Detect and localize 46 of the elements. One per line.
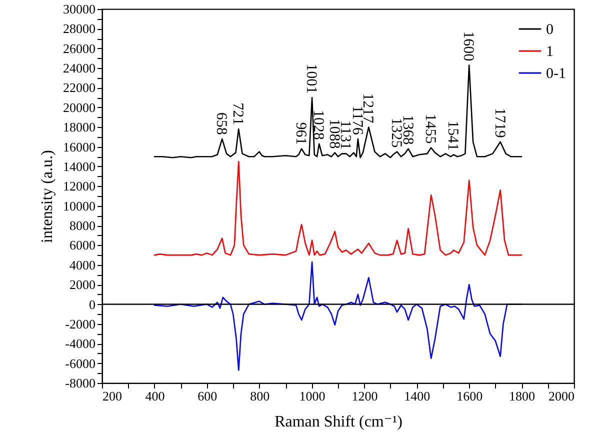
annotation: 1001 (303, 64, 320, 94)
y-tick-label: 6000 (70, 238, 96, 253)
y-tick-label: 16000 (63, 139, 96, 154)
y-tick-label: 12000 (63, 178, 96, 194)
x-axis-title: Raman Shift (cm⁻¹) (274, 414, 402, 430)
y-tick-label: 26000 (63, 40, 96, 56)
y-tick-label: 28000 (63, 21, 96, 36)
x-tick-label: 1000 (299, 388, 326, 404)
legend-label: 1 (546, 44, 554, 60)
y-tick-label: 0 (89, 296, 96, 312)
y-tick-label: 2000 (70, 277, 96, 292)
y-tick-label: 14000 (63, 158, 96, 174)
x-tick-label: 800 (250, 388, 270, 404)
y-tick-label: 10000 (63, 198, 96, 214)
annotation: 1719 (491, 108, 508, 138)
x-tick-label: 1600 (456, 388, 483, 404)
y-tick-label: -2000 (65, 316, 96, 332)
y-tick-label: 24000 (63, 60, 96, 76)
line-series (154, 160, 522, 256)
x-tick-label: 600 (198, 388, 218, 404)
annotation: 1028 (310, 110, 326, 140)
y-tick-label: 4000 (70, 257, 96, 272)
legend-label: 0-1 (546, 66, 566, 82)
annotation: 1541 (444, 120, 461, 151)
annotation: 961 (292, 122, 309, 145)
y-tick-label: 8000 (70, 218, 96, 234)
x-tick-label: 2000 (548, 388, 574, 404)
x-tick-label: 1800 (509, 388, 536, 404)
y-tick-label: -6000 (65, 356, 96, 371)
y-tick-label: 30000 (63, 2, 96, 16)
y-axis-title: intensity (a.u.) (39, 150, 56, 243)
x-tick-label: 1400 (404, 388, 430, 404)
x-tick-label: 400 (145, 388, 165, 404)
legend-label: 0 (546, 22, 554, 38)
annotation: 1455 (422, 114, 438, 144)
annotation: 1600 (460, 31, 476, 62)
line-series (154, 64, 522, 158)
annotation: 658 (213, 112, 230, 135)
y-tick-label: 20000 (63, 100, 96, 115)
y-tick-label: 18000 (63, 120, 96, 135)
y-tick-label: -8000 (65, 376, 96, 390)
y-tick-label: 22000 (63, 80, 96, 96)
x-tick-label: 200 (102, 388, 122, 404)
y-tick-label: -4000 (65, 336, 96, 352)
annotation: 721 (230, 102, 246, 126)
x-tick-label: 1200 (352, 388, 378, 404)
